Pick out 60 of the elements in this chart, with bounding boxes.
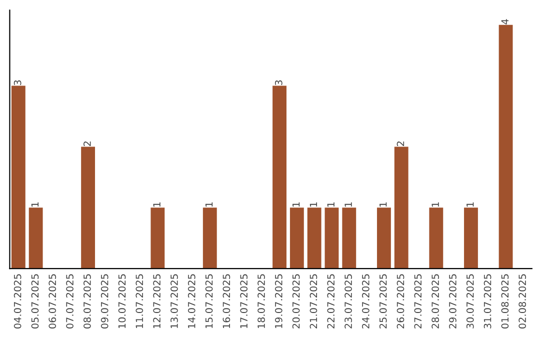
data-label: 2: [84, 142, 91, 146]
bar: [290, 208, 304, 269]
bar: [342, 208, 356, 269]
x-tick-label: 15.07.2025: [205, 274, 213, 328]
data-label: 4: [501, 19, 508, 24]
x-tick-label: 22.07.2025: [327, 274, 335, 328]
data-label: 1: [344, 202, 352, 207]
x-tick-label: 02.08.2025: [518, 274, 526, 328]
x-tick-label: 31.07.2025: [484, 274, 492, 328]
x-tick-label: 28.07.2025: [432, 274, 439, 328]
x-tick-label: 21.07.2025: [310, 274, 318, 328]
bar: [11, 86, 26, 269]
data-label: 1: [432, 202, 439, 207]
data-label: 2: [396, 142, 404, 146]
x-tick-label: 08.07.2025: [84, 274, 91, 328]
x-tick-label: 16.07.2025: [222, 274, 230, 328]
x-tick-label: 05.07.2025: [31, 274, 39, 328]
bar: [307, 208, 322, 269]
bar: [81, 146, 96, 269]
x-tick-label: 09.07.2025: [100, 274, 108, 328]
bar: [150, 208, 165, 269]
bar: [464, 208, 478, 269]
x-tick-label: 12.07.2025: [153, 274, 160, 328]
bar: [498, 24, 513, 269]
data-label: 1: [205, 202, 213, 207]
x-tick-label: 01.08.2025: [501, 274, 509, 328]
data-label: 3: [274, 80, 282, 86]
x-tick-label: 23.07.2025: [344, 274, 352, 328]
data-label: 1: [153, 202, 160, 207]
data-label: 1: [327, 202, 334, 207]
x-tick-label: 14.07.2025: [188, 274, 196, 328]
x-tick-label: 10.07.2025: [118, 274, 126, 328]
bar: [429, 208, 444, 269]
x-tick-label: 29.07.2025: [449, 274, 456, 328]
data-label: 1: [292, 202, 300, 207]
x-tick-label: 25.07.2025: [379, 274, 387, 328]
bar: [394, 146, 408, 269]
x-tick-label: 04.07.2025: [14, 274, 22, 328]
data-label: 1: [466, 202, 474, 207]
x-tick-label: 24.07.2025: [362, 274, 370, 328]
x-tick-label: 13.07.2025: [170, 274, 178, 328]
x-tick-label: 18.07.2025: [258, 274, 265, 328]
bar: [202, 208, 217, 269]
x-tick-label: 11.07.2025: [136, 274, 144, 328]
data-label: 1: [380, 202, 387, 207]
x-tick-label: 20.07.2025: [292, 274, 300, 328]
bar: [272, 86, 286, 269]
data-label: 1: [310, 202, 318, 207]
x-tick-label: 26.07.2025: [396, 274, 404, 328]
x-tick-label: 27.07.2025: [414, 274, 422, 328]
x-tick-label: 19.07.2025: [274, 274, 282, 328]
bar: [324, 208, 339, 269]
bar: [28, 208, 43, 269]
data-label: 3: [14, 80, 22, 86]
x-tick-label: 17.07.2025: [240, 274, 248, 328]
bar: [376, 208, 391, 269]
data-label: 1: [31, 202, 39, 207]
x-tick-label: 30.07.2025: [466, 274, 474, 328]
x-tick-label: 06.07.2025: [48, 274, 56, 328]
x-tick-label: 07.07.2025: [66, 274, 74, 328]
